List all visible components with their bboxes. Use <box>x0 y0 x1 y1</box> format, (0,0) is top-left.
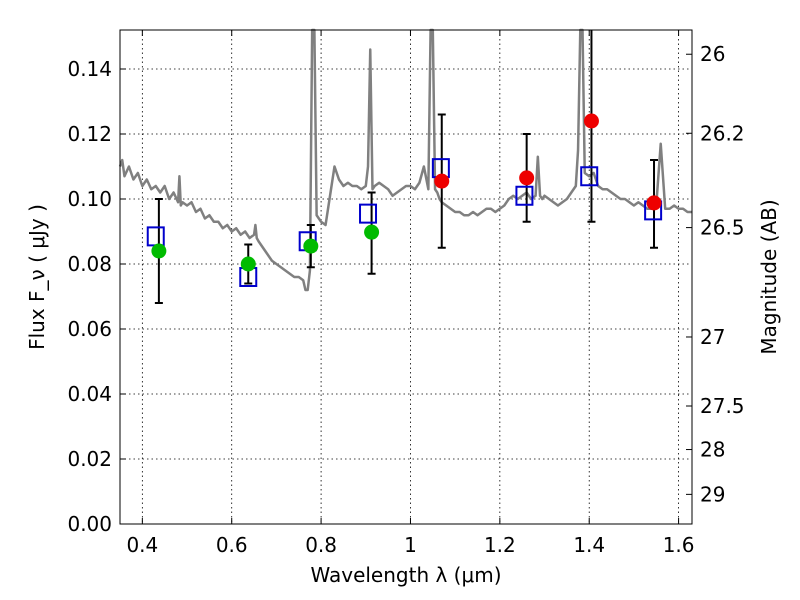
observed-point <box>151 243 167 259</box>
plot-frame <box>119 29 693 525</box>
y2-tick-label: 28 <box>700 438 725 462</box>
observed-point <box>519 170 535 186</box>
y-axis-label: Flux F_ν ( μJy ) <box>25 204 49 350</box>
spectrum-layer <box>118 28 692 292</box>
x-tick-label: 1.2 <box>484 533 516 557</box>
y2-tick-label: 27 <box>700 325 725 349</box>
observed-point <box>434 173 450 189</box>
x-tick-label: 1 <box>404 533 417 557</box>
observed-point <box>364 224 380 240</box>
y-tick-label: 0.00 <box>67 512 112 536</box>
observed-point <box>583 113 599 129</box>
grid <box>120 30 692 525</box>
x-tick-labels: 0.4 0.6 0.8 1 1.2 1.4 1.6 <box>126 533 694 557</box>
observed-point <box>303 238 319 254</box>
y-tick-label: 0.08 <box>67 252 112 276</box>
y2-tick-label: 26.5 <box>700 216 745 240</box>
x-tick-label: 0.8 <box>305 533 337 557</box>
model-points-layer <box>146 158 663 287</box>
y-tick-label: 0.12 <box>67 122 112 146</box>
y2-tick-label: 26.2 <box>700 121 745 145</box>
y2-tick-label: 26 <box>700 42 725 66</box>
observed-point <box>240 256 256 272</box>
y-tick-label: 0.04 <box>67 382 112 406</box>
y2-tick-label: 27.5 <box>700 394 745 418</box>
observed-point <box>646 195 662 211</box>
y-tick-label: 0.06 <box>67 317 112 341</box>
observed-points-layer <box>151 113 662 272</box>
model-spectrum-line <box>118 28 692 292</box>
y-tick-label: 0.10 <box>67 187 112 211</box>
x-axis-label: Wavelength λ (μm) <box>310 563 501 587</box>
y2-tick-labels: 26 26.2 26.5 27 27.5 28 29 <box>700 42 745 506</box>
y-tick-labels: 0.00 0.02 0.04 0.06 0.08 0.10 0.12 0.14 <box>67 57 112 536</box>
y-tick-label: 0.02 <box>67 447 112 471</box>
y2-tick-label: 29 <box>700 482 725 506</box>
model-point-square <box>580 166 599 187</box>
axis-ticks <box>120 30 692 525</box>
x-tick-label: 1.6 <box>663 533 695 557</box>
model-point-square <box>359 203 378 224</box>
x-tick-label: 0.6 <box>216 533 248 557</box>
x-tick-label: 0.4 <box>126 533 158 557</box>
y2-axis-label: Magnitude (AB) <box>757 199 781 354</box>
x-tick-label: 1.4 <box>573 533 605 557</box>
model-point-square <box>146 226 165 247</box>
model-point-square <box>515 185 534 206</box>
y-tick-label: 0.14 <box>67 57 112 81</box>
